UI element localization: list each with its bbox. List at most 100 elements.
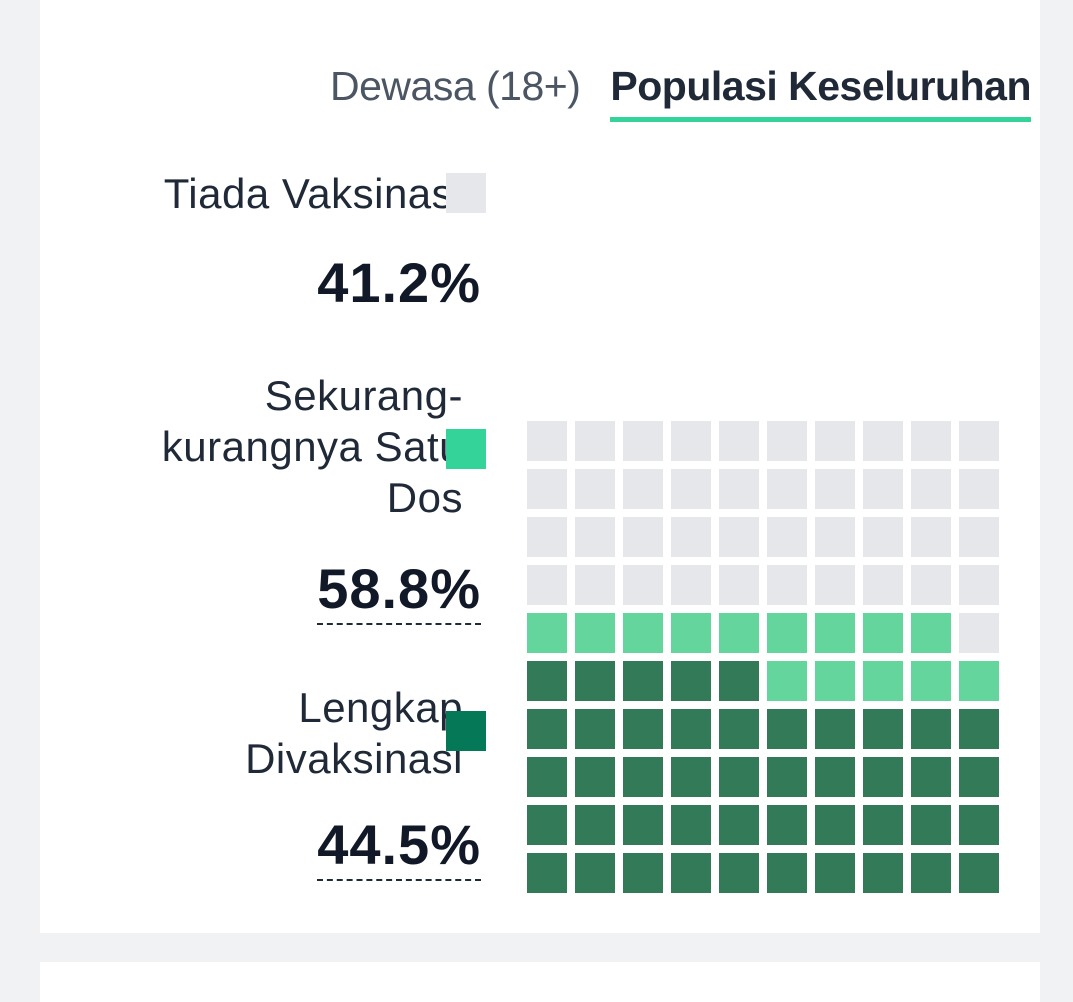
waffle-cell-full	[719, 709, 759, 749]
waffle-cell-full	[527, 661, 567, 701]
waffle-cell-partial	[863, 613, 903, 653]
waffle-cell-full	[527, 853, 567, 893]
waffle-cell-full	[863, 805, 903, 845]
waffle-cell-full	[575, 853, 615, 893]
waffle-cell-full	[767, 709, 807, 749]
waffle-cell-partial	[527, 613, 567, 653]
waffle-cell-none	[719, 469, 759, 509]
waffle-cell-full	[911, 853, 951, 893]
waffle-cell-full	[623, 757, 663, 797]
waffle-cell-full	[767, 853, 807, 893]
waffle-cell-none	[911, 469, 951, 509]
waffle-cell-full	[575, 709, 615, 749]
waffle-cell-none	[767, 517, 807, 557]
waffle-cell-none	[959, 469, 999, 509]
waffle-cell-none	[911, 421, 951, 461]
waffle-cell-partial	[575, 613, 615, 653]
waffle-cell-none	[671, 469, 711, 509]
percent-unvaccinated: 41.2%	[317, 251, 481, 314]
waffle-cell-full	[863, 757, 903, 797]
waffle-cell-full	[911, 757, 951, 797]
waffle-cell-full	[815, 805, 855, 845]
waffle-cell-none	[767, 421, 807, 461]
waffle-cell-none	[527, 469, 567, 509]
waffle-cell-full	[767, 805, 807, 845]
waffle-cell-none	[671, 565, 711, 605]
waffle-cell-full	[815, 757, 855, 797]
waffle-cell-none	[959, 613, 999, 653]
waffle-cell-full	[719, 805, 759, 845]
legend-label-unvaccinated: Tiada Vaksinasi	[163, 170, 463, 217]
waffle-cell-partial	[767, 661, 807, 701]
waffle-cell-partial	[863, 661, 903, 701]
waffle-cell-full	[719, 853, 759, 893]
waffle-cell-full	[815, 709, 855, 749]
waffle-cell-partial	[671, 613, 711, 653]
waffle-cell-full	[671, 757, 711, 797]
waffle-cell-none	[575, 421, 615, 461]
waffle-cell-full	[719, 661, 759, 701]
waffle-cell-full	[527, 805, 567, 845]
waffle-cell-full	[671, 661, 711, 701]
waffle-cell-full	[959, 709, 999, 749]
waffle-cell-full	[575, 661, 615, 701]
waffle-cell-full	[911, 709, 951, 749]
waffle-cell-none	[527, 565, 567, 605]
waffle-cell-none	[671, 421, 711, 461]
waffle-cell-partial	[719, 613, 759, 653]
waffle-cell-none	[527, 421, 567, 461]
legend-label-one-dose: Sekurang-kurangnya Satu Dos	[161, 372, 463, 521]
tab-adults[interactable]: Dewasa (18+)	[330, 63, 581, 109]
waffle-cell-none	[911, 517, 951, 557]
waffle-cell-partial	[623, 613, 663, 653]
waffle-cell-full	[623, 661, 663, 701]
waffle-cell-none	[623, 421, 663, 461]
legend-swatch-unvaccinated	[446, 173, 486, 213]
waffle-cell-full	[671, 805, 711, 845]
waffle-cell-full	[767, 757, 807, 797]
waffle-cell-none	[623, 469, 663, 509]
waffle-cell-none	[719, 517, 759, 557]
waffle-cell-full	[863, 853, 903, 893]
waffle-cell-none	[815, 469, 855, 509]
waffle-cell-full	[959, 757, 999, 797]
waffle-cell-none	[671, 517, 711, 557]
waffle-cell-none	[767, 565, 807, 605]
waffle-cell-full	[719, 757, 759, 797]
waffle-cell-none	[815, 565, 855, 605]
tab-total-population[interactable]: Populasi Keseluruhan	[610, 58, 1031, 122]
waffle-cell-full	[959, 805, 999, 845]
waffle-cell-none	[815, 517, 855, 557]
waffle-cell-none	[863, 421, 903, 461]
waffle-cell-none	[719, 565, 759, 605]
waffle-cell-none	[863, 517, 903, 557]
waffle-cell-none	[959, 565, 999, 605]
waffle-cell-partial	[911, 613, 951, 653]
waffle-cell-full	[671, 709, 711, 749]
waffle-cell-none	[815, 421, 855, 461]
waffle-cell-none	[719, 421, 759, 461]
legend-swatch-fully-vaccinated	[446, 711, 486, 751]
waffle-cell-full	[911, 805, 951, 845]
waffle-cell-full	[575, 805, 615, 845]
waffle-cell-full	[815, 853, 855, 893]
waffle-cell-partial	[959, 661, 999, 701]
waffle-cell-none	[575, 565, 615, 605]
waffle-cell-partial	[815, 661, 855, 701]
waffle-cell-full	[623, 805, 663, 845]
percent-one-dose[interactable]: 58.8%	[317, 556, 481, 625]
waffle-cell-full	[575, 757, 615, 797]
percent-fully-vaccinated[interactable]: 44.5%	[317, 812, 481, 881]
waffle-cell-none	[623, 517, 663, 557]
waffle-cell-none	[575, 517, 615, 557]
waffle-cell-full	[959, 853, 999, 893]
waffle-cell-full	[623, 853, 663, 893]
waffle-cell-none	[911, 565, 951, 605]
waffle-cell-full	[863, 709, 903, 749]
population-tabs: Dewasa (18+) Populasi Keseluruhan	[330, 58, 1031, 122]
waffle-cell-none	[767, 469, 807, 509]
waffle-cell-none	[863, 565, 903, 605]
waffle-cell-full	[527, 757, 567, 797]
waffle-cell-full	[527, 709, 567, 749]
waffle-cell-none	[575, 469, 615, 509]
